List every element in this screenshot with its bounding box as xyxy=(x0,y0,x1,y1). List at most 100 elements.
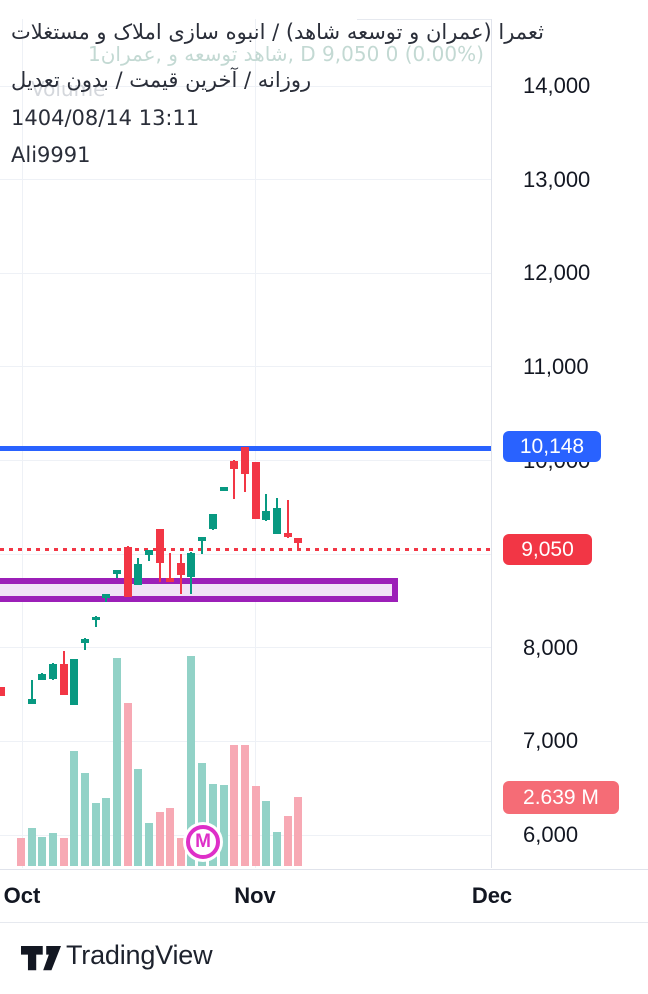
time-label-nov: Nov xyxy=(234,883,276,908)
volume-bar xyxy=(220,784,228,866)
volume-bar xyxy=(284,816,292,866)
candle-body xyxy=(102,594,110,598)
candles-layer xyxy=(0,19,491,868)
volume-bar xyxy=(17,838,25,866)
volume-bar xyxy=(92,803,100,866)
volume-bar xyxy=(60,838,68,866)
volume-bar xyxy=(124,703,132,866)
volume-bar xyxy=(187,656,195,866)
support-zone-rectangle[interactable] xyxy=(0,577,398,602)
volume-bar xyxy=(273,832,281,866)
volume-bar xyxy=(198,763,206,866)
candle-body xyxy=(49,663,57,680)
candle-wick xyxy=(265,494,267,521)
candle-body xyxy=(294,538,302,544)
volume-bar xyxy=(177,838,185,866)
tradingview-logo-icon[interactable] xyxy=(21,944,61,974)
candle-body xyxy=(262,510,270,521)
volume-bar xyxy=(81,772,89,866)
tradingview-brand-text[interactable]: TradingView xyxy=(66,940,213,970)
volume-indicator-legend: Volume xyxy=(31,77,106,101)
time-axis[interactable]: Oct Nov Dec xyxy=(0,869,648,923)
candle-body xyxy=(220,487,228,491)
price-axis[interactable]: 10,148 9,050 2.639 M 14,000 13,000 12,000 1… xyxy=(492,19,648,868)
price-axis-label: 6,000 xyxy=(523,822,579,847)
volume-bar xyxy=(49,833,57,866)
volume-bar xyxy=(252,786,260,866)
candle-wick xyxy=(169,552,171,583)
time-label-oct: Oct xyxy=(3,883,41,908)
candle-body xyxy=(198,537,206,542)
candle-body xyxy=(145,550,153,555)
price-axis-separator xyxy=(491,19,492,868)
candle-wick xyxy=(287,500,289,538)
volume-bar xyxy=(230,744,238,866)
candle-wick xyxy=(31,680,33,704)
candle-body xyxy=(60,663,68,696)
price-gridline xyxy=(0,272,505,274)
candle-wick xyxy=(233,460,235,500)
price-axis-label: 11,000 xyxy=(523,353,589,379)
event-marker-letter: M xyxy=(195,831,211,852)
volume-bar xyxy=(38,836,46,866)
candle-body xyxy=(0,687,6,696)
time-label-dec: Dec xyxy=(471,883,513,908)
last-price-dotted-line xyxy=(0,548,491,552)
event-marker-m[interactable]: M xyxy=(186,825,220,859)
candle-body xyxy=(187,552,195,577)
price-gridline xyxy=(0,460,505,461)
candle-body xyxy=(156,529,164,564)
volume-bar xyxy=(156,812,164,866)
candle-body xyxy=(166,578,174,582)
pane-top-border xyxy=(357,19,492,20)
volume-bar xyxy=(102,798,110,866)
candle-wick xyxy=(297,537,299,552)
price-gridline xyxy=(0,553,505,555)
candle-wick xyxy=(95,616,97,627)
volume-bar xyxy=(134,769,142,866)
candle-body xyxy=(70,658,78,705)
price-axis-label: 8,000 xyxy=(523,634,579,660)
month-gridline xyxy=(22,19,23,868)
chart-widget: M 10,148 9,050 2.639 M 14,000 13,000 12,00… xyxy=(0,19,648,923)
price-axis-label: 7,000 xyxy=(523,728,579,754)
volume-value-badge: 2.639 M xyxy=(503,780,619,814)
price-gridline xyxy=(0,647,505,649)
price-gridline xyxy=(0,366,505,368)
price-axis-label: 12,000 xyxy=(523,260,591,286)
volume-bar xyxy=(70,750,78,866)
symbol-legend: 1عمران,‎ و‎ توسعه‎ شاهد,‎ D 9,050 0 (0.0… xyxy=(88,42,484,66)
candle-wick xyxy=(201,536,203,554)
volume-bar xyxy=(209,783,217,866)
resistance-price-badge: 10,148 xyxy=(503,431,601,463)
candle-wick xyxy=(148,549,150,561)
candle-body xyxy=(241,446,249,475)
price-pane[interactable]: M xyxy=(0,19,491,868)
candle-body xyxy=(209,514,217,530)
candle-body xyxy=(273,508,281,534)
candle-body xyxy=(81,638,89,644)
volume-bar xyxy=(294,797,302,866)
volume-bar xyxy=(241,744,249,866)
volume-bar xyxy=(113,658,121,866)
candle-wick xyxy=(84,638,86,651)
price-gridline xyxy=(0,85,505,87)
volume-bar xyxy=(166,807,174,866)
volume-bar xyxy=(262,800,270,866)
candle-body xyxy=(38,673,46,680)
candle-body xyxy=(113,570,121,575)
volume-bar xyxy=(145,823,153,866)
volume-layer xyxy=(0,19,491,868)
last-price-badge: 9,050 xyxy=(503,533,592,565)
candle-body xyxy=(134,564,142,585)
price-axis-label: 13,000 xyxy=(523,166,591,192)
candle-body xyxy=(124,546,132,597)
candle-body xyxy=(252,462,260,519)
candle-body xyxy=(230,460,238,470)
candle-body xyxy=(92,616,100,621)
candle-body xyxy=(28,698,36,704)
footer: TradingView xyxy=(0,921,648,994)
month-gridline xyxy=(255,19,256,868)
price-gridline xyxy=(0,740,505,742)
